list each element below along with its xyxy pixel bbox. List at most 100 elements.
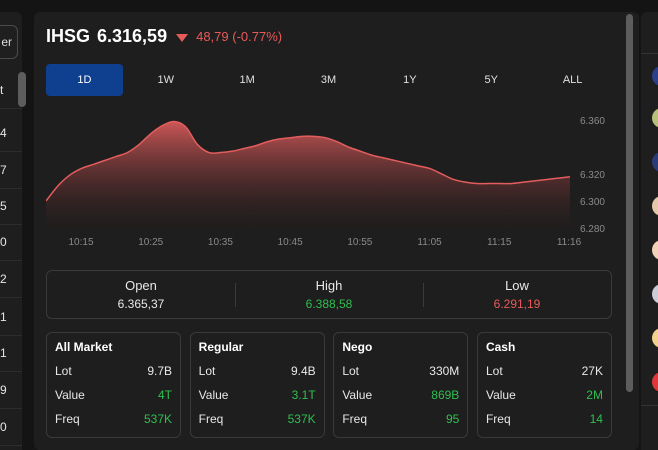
- tab-1m[interactable]: 1M: [239, 74, 255, 86]
- freq-row: Freq 537K: [199, 412, 316, 426]
- x-tick-label: 11:15: [487, 237, 512, 248]
- lot-row: Lot 27K: [486, 364, 603, 378]
- low-value: 6.291,19: [493, 297, 541, 311]
- lot-label: Lot: [198, 364, 216, 378]
- stock-logo-icon[interactable]: [652, 108, 658, 128]
- divider: [641, 53, 658, 54]
- left-scrollbar[interactable]: [18, 72, 26, 107]
- box-title: Regular: [198, 340, 244, 354]
- lot-label: Lot: [342, 364, 359, 378]
- freq-value: 537K: [143, 412, 172, 426]
- filter-button[interactable]: er: [0, 25, 18, 59]
- lot-row: Lot 9.4B: [199, 364, 316, 378]
- stock-logo-icon[interactable]: [652, 284, 658, 304]
- low-label: Low: [505, 278, 529, 293]
- x-tick-label: 10:35: [208, 237, 233, 248]
- x-tick-label: 11:05: [417, 237, 442, 248]
- value-row: Value 4T: [55, 388, 172, 402]
- value-label: Value: [342, 388, 373, 402]
- value-value: 4T: [157, 388, 172, 402]
- left-panel: [0, 12, 22, 450]
- period-tabs: 1D 1W 1M 3M 1Y 5Y ALL: [46, 64, 611, 96]
- lot-value: 330M: [429, 364, 460, 378]
- tab-3m[interactable]: 3M: [320, 74, 337, 86]
- lot-row: Lot 330M: [342, 364, 459, 378]
- freq-value: 14: [589, 412, 603, 426]
- left-row[interactable]: 1: [0, 299, 22, 336]
- market-box-regular: Regular Lot 9.4B Value 3.1T Freq 537K: [189, 332, 325, 438]
- ohl-summary: Open 6.365,37 High 6.388,58 Low 6.291,19: [46, 270, 612, 319]
- left-row[interactable]: t: [0, 72, 22, 109]
- value-label: Value: [198, 388, 229, 402]
- left-row[interactable]: 7: [0, 152, 22, 189]
- high-cell: High 6.388,58: [235, 271, 423, 318]
- index-change: 48,79 (-0.77%): [196, 29, 283, 44]
- index-name: IHSG: [46, 26, 91, 46]
- freq-value: 95: [445, 412, 460, 426]
- y-tick-label: 6.320: [580, 170, 605, 181]
- freq-row: Freq 537K: [55, 412, 172, 426]
- market-boxes: All Market Lot 9.7B Value 4T Freq 537K Regu…: [46, 332, 612, 438]
- high-label: High: [315, 278, 343, 293]
- tab-1w[interactable]: 1W: [157, 74, 175, 86]
- market-box-nego: Nego Lot 330M Value 869B Freq 95: [333, 332, 469, 438]
- stock-logo-icon[interactable]: [652, 372, 658, 392]
- y-tick-label: 6.300: [580, 197, 605, 208]
- box-title: All Market: [55, 340, 113, 354]
- left-row[interactable]: 0: [0, 224, 22, 261]
- lot-label: Lot: [55, 364, 72, 378]
- value-row: Value 2M: [486, 388, 603, 402]
- price-chart[interactable]: 6.360 6.320 6.300 6.280 10:15 10:25 10:35 10:4…: [46, 104, 611, 254]
- left-row[interactable]: 4: [0, 115, 22, 152]
- value-row: Value 3.1T: [199, 388, 316, 402]
- left-row[interactable]: 9: [0, 372, 22, 409]
- stock-logo-icon[interactable]: [652, 152, 658, 172]
- x-tick-label: 10:55: [347, 237, 372, 248]
- market-box-all: All Market Lot 9.7B Value 4T Freq 537K: [46, 332, 181, 438]
- left-row[interactable]: 2: [0, 261, 22, 298]
- y-tick-label: 6.360: [580, 116, 605, 127]
- freq-row: Freq 14: [486, 412, 603, 426]
- freq-label: Freq: [55, 412, 80, 426]
- value-label: Value: [55, 388, 85, 402]
- value-label: Value: [485, 388, 516, 402]
- lot-row: Lot 9.7B: [55, 364, 172, 378]
- index-panel: [34, 12, 639, 450]
- left-row[interactable]: 0: [0, 409, 22, 446]
- index-value: 6.316,59: [97, 26, 168, 46]
- lot-label: Lot: [485, 364, 503, 378]
- tab-1y[interactable]: 1Y: [403, 74, 417, 86]
- tab-all[interactable]: ALL: [562, 74, 583, 86]
- chart-area-fill: [46, 121, 570, 228]
- open-label: Open: [125, 278, 157, 293]
- tab-1d[interactable]: 1D: [46, 64, 123, 96]
- freq-row: Freq 95: [342, 412, 459, 426]
- x-tick-label: 10:15: [68, 237, 93, 248]
- lot-value: 9.7B: [147, 364, 172, 378]
- freq-label: Freq: [198, 412, 224, 426]
- market-box-cash: Cash Lot 27K Value 2M Freq 14: [476, 332, 612, 438]
- stock-logo-icon[interactable]: [652, 196, 658, 216]
- left-row[interactable]: 1: [0, 335, 22, 372]
- stock-logo-icon[interactable]: [652, 66, 658, 86]
- main-scrollbar[interactable]: [626, 14, 633, 392]
- y-tick-label: 6.280: [580, 224, 605, 235]
- chart-line: [46, 120, 571, 202]
- x-tick-label: 11:16: [557, 237, 582, 248]
- high-value: 6.388,58: [305, 297, 353, 311]
- box-title: Cash: [485, 340, 516, 354]
- freq-label: Freq: [342, 412, 367, 426]
- lot-value: 27K: [581, 364, 603, 378]
- freq-label: Freq: [485, 412, 511, 426]
- value-row: Value 869B: [342, 388, 459, 402]
- down-arrow-icon: [176, 33, 189, 42]
- stock-logo-icon[interactable]: [652, 328, 658, 348]
- left-row[interactable]: 5: [0, 188, 22, 225]
- value-value: 2M: [586, 388, 603, 402]
- index-header: IHSG 6.316,59 48,79 (-0.77%): [46, 26, 282, 47]
- x-tick-label: 10:45: [278, 237, 303, 248]
- stock-logo-icon[interactable]: [652, 240, 658, 260]
- box-title: Nego: [342, 340, 373, 354]
- low-cell: Low 6.291,19: [423, 271, 611, 318]
- tab-5y[interactable]: 5Y: [484, 74, 498, 86]
